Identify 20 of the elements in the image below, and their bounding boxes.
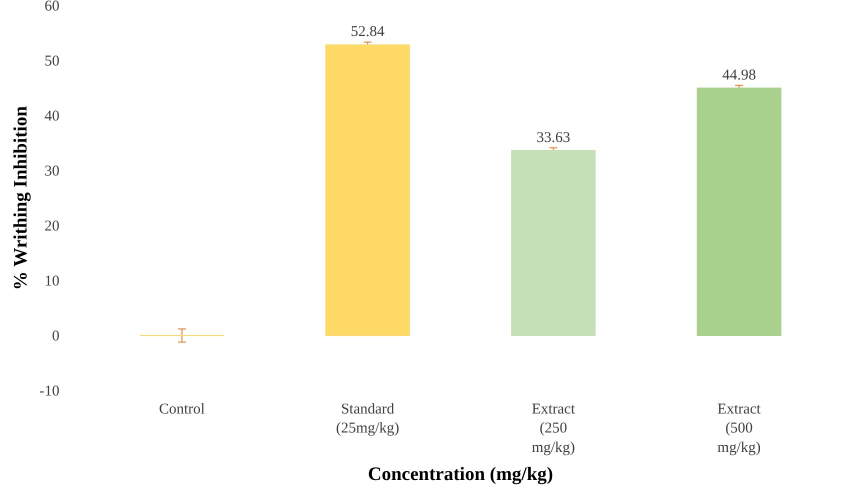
- x-tick-label: Control: [159, 402, 205, 418]
- y-tick-label: 20: [44, 218, 60, 234]
- x-tick-label: Standard (25mg/kg): [336, 402, 400, 437]
- bar: [325, 44, 410, 336]
- data-label: 44.98: [722, 67, 756, 84]
- y-tick-label: 60: [44, 0, 60, 14]
- data-label: 33.63: [536, 130, 570, 146]
- bar: [696, 88, 782, 336]
- x-tick-label: Extract (500 mg/kg): [717, 402, 762, 456]
- bar: [511, 150, 596, 336]
- y-tick-label: 30: [44, 164, 60, 180]
- y-tick-label: 40: [44, 108, 60, 124]
- y-tick-label: 0: [52, 328, 60, 344]
- x-axis-title: Concentration (mg/kg): [368, 464, 554, 485]
- y-tick-label: 50: [44, 54, 60, 70]
- y-tick-label: -10: [40, 384, 60, 400]
- data-label: 52.84: [350, 24, 386, 40]
- y-axis-title: % Writhing Inhibition: [10, 106, 32, 290]
- y-tick-label: 10: [44, 274, 60, 290]
- x-tick-label: Extract (250 mg/kg): [532, 402, 576, 456]
